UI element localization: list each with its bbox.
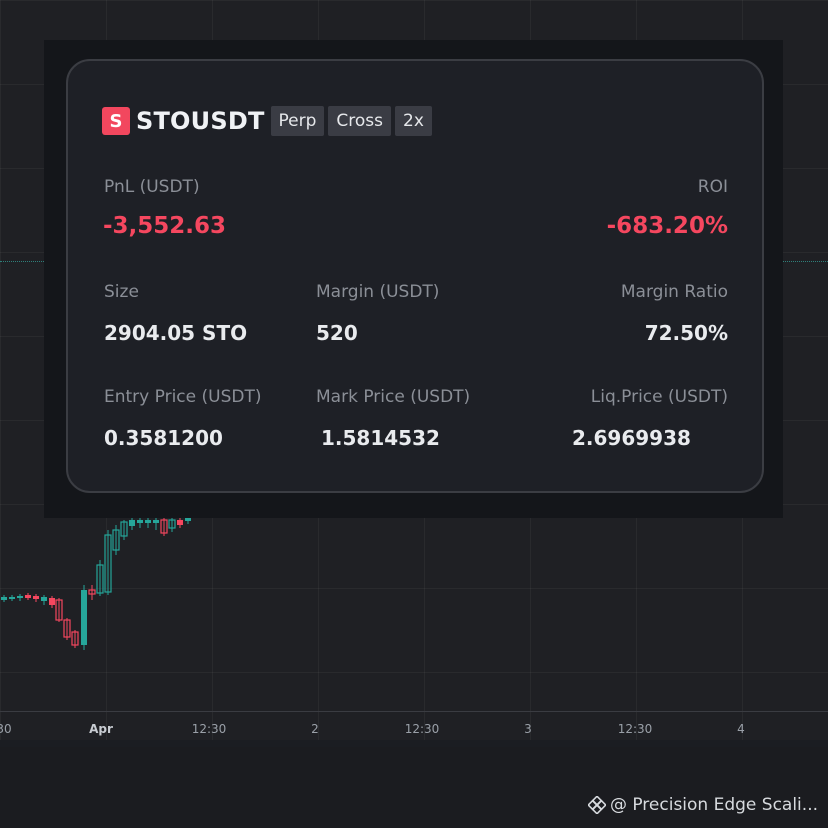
position-header: S STOUSDT Perp Cross 2x: [102, 106, 432, 136]
position-card: S STOUSDT Perp Cross 2x PnL (USDT) -3,55…: [66, 59, 764, 493]
time-tick: 3: [524, 722, 532, 736]
candle: [145, 518, 151, 528]
margin-label: Margin (USDT): [316, 282, 440, 302]
margin-value: 520: [316, 321, 358, 345]
candle: [168, 518, 176, 532]
candle: [17, 594, 23, 601]
candle: [71, 630, 79, 648]
candle: [63, 618, 71, 640]
candle: [49, 596, 55, 608]
entry-price-value: 0.3581200: [104, 426, 223, 450]
candle: [129, 518, 135, 530]
time-tick: 30: [0, 722, 12, 736]
watermark: @ Precision Edge Scali...: [587, 795, 818, 815]
time-tick: 12:30: [191, 722, 227, 736]
watermark-text: @ Precision Edge Scali...: [609, 795, 818, 815]
pnl-label: PnL (USDT): [104, 177, 200, 197]
margin-ratio-label: Margin Ratio: [620, 282, 728, 302]
candle: [177, 518, 183, 528]
footer-band: [0, 747, 828, 828]
symbol-logo-icon: S: [102, 107, 130, 135]
candle: [160, 518, 168, 536]
candle: [25, 593, 31, 600]
position-share-overlay: S STOUSDT Perp Cross 2x PnL (USDT) -3,55…: [44, 40, 783, 518]
candlestick-series: [1, 517, 191, 650]
candle: [41, 595, 47, 605]
time-tick: 12:30: [617, 722, 653, 736]
candle: [137, 518, 143, 528]
mark-price-label: Mark Price (USDT): [316, 387, 471, 407]
margin-ratio-value: 72.50%: [644, 321, 728, 345]
roi-label: ROI: [697, 177, 728, 197]
liq-price-value: 2.6969938: [572, 426, 691, 450]
mark-price-value: 1.5814532: [321, 426, 440, 450]
contract-type-badge: Perp: [270, 106, 325, 136]
candle: [55, 598, 63, 622]
candle: [112, 525, 120, 555]
time-tick: Apr: [89, 722, 113, 736]
candle: [1, 595, 7, 602]
roi-value: -683.20%: [606, 213, 728, 239]
entry-price-label: Entry Price (USDT): [104, 387, 262, 407]
time-tick: 12:30: [404, 722, 440, 736]
binance-diamond-icon: [587, 796, 606, 814]
candle: [9, 595, 15, 601]
pnl-value: -3,552.63: [103, 213, 227, 239]
symbol-name: STOUSDT: [136, 107, 265, 135]
candle: [88, 585, 96, 600]
leverage-badge: 2x: [395, 106, 432, 136]
candle: [185, 517, 191, 524]
candle: [81, 585, 87, 650]
time-axis: 30 Apr 12:30 2 12:30 3 12:30 4: [0, 711, 828, 748]
size-label: Size: [104, 282, 139, 302]
candle: [120, 520, 128, 540]
size-value: 2904.05 STO: [104, 321, 248, 345]
candle: [153, 518, 159, 530]
candle: [96, 560, 104, 596]
time-tick: 4: [737, 722, 745, 736]
margin-mode-badge: Cross: [328, 106, 392, 136]
time-tick: 2: [311, 722, 319, 736]
candle: [33, 594, 39, 602]
liq-price-label: Liq.Price (USDT): [590, 387, 728, 407]
candle: [104, 530, 112, 595]
